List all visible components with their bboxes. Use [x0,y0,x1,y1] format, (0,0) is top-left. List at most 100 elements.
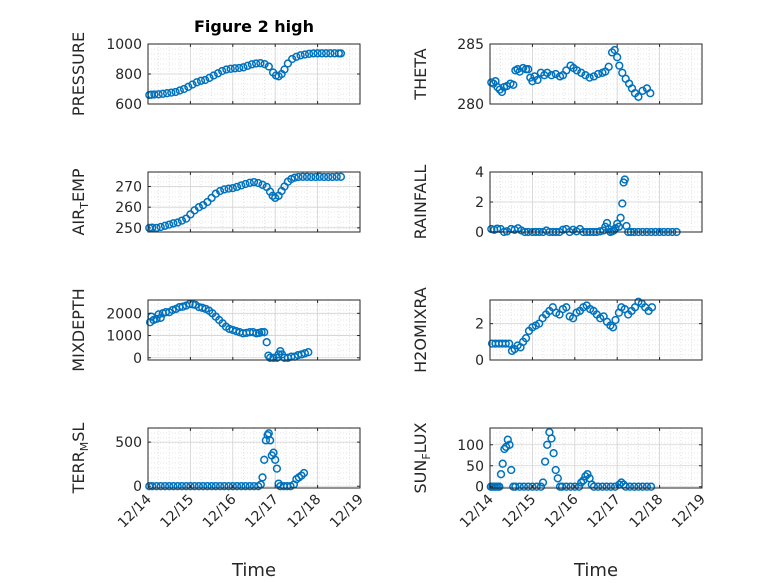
chart-title: Figure 2 high [194,17,314,36]
y-axis-label: RAINFALL [411,165,430,240]
data-point [543,440,552,449]
data-point [177,216,187,225]
data-point [611,315,620,325]
x-tick-label: 12/19 [327,492,367,532]
data-point [553,474,562,483]
data-point [300,50,310,59]
data-point [538,478,548,487]
y-axis-label: MIXDEPTH [69,288,88,371]
y-tick-label: 2000 [106,306,142,322]
data-point [173,218,182,227]
subplot-h2omixra: 0 2 H2OMIXRA [411,287,703,373]
data-point [169,219,178,228]
y-tick-label: 270 [115,179,142,195]
data-point [647,303,657,312]
data-point [562,482,571,491]
data-point [610,482,620,491]
data-point [498,459,507,468]
data-point [596,227,605,236]
data-point [296,51,305,60]
y-tick-label: 600 [115,97,142,113]
subplot-pressure: 600 800 1000 PRESSURE Figure 2 high [69,17,361,116]
x-tick-label: 12/15 [499,492,539,532]
data-point [495,85,504,94]
x-tick-label: 12/15 [157,492,197,532]
data-point [251,59,261,68]
data-point [646,482,656,491]
data-point [283,59,293,68]
data-point [543,68,552,77]
data-point [606,482,615,491]
data-point [173,482,182,491]
data-point [593,69,603,79]
data-point [589,482,599,491]
data-point [642,482,652,491]
x-tick-label: 12/17 [584,492,624,532]
data-point [309,49,318,58]
data-point [194,203,204,212]
y-tick-label: 1000 [106,329,142,345]
data-point [215,186,225,196]
data-point [220,482,229,491]
data-point [501,339,510,348]
data-point [502,227,512,236]
data-point [504,339,514,348]
data-point [617,478,626,487]
y-axis-label: THETA [411,48,430,100]
data-point [160,221,170,230]
data-point [613,53,622,62]
data-point [638,86,647,95]
data-point [265,436,275,445]
data-point [184,82,193,91]
data-point [614,222,624,231]
data-point [540,457,550,466]
x-axis-label: Time [573,560,618,581]
y-tick-label: 1000 [106,37,142,53]
data-point [272,464,282,473]
y-axis-label: PRESSURE [69,32,88,116]
data-point [179,84,189,94]
data-point [162,89,172,98]
data-point [190,482,199,491]
y-tick-label: 0 [133,479,142,495]
axes-box [489,43,703,105]
data-point [207,193,216,203]
y-tick-label: 50 [466,459,484,475]
data-point [615,61,624,70]
data-point [261,436,271,445]
y-tick-label: 4 [475,165,484,181]
data-point [583,470,592,479]
data-point [326,49,335,58]
data-point [304,348,313,357]
data-point [271,455,280,464]
subplot-rainfall: 0 2 4 RAINFALL [411,165,703,241]
data-point [218,66,227,76]
data-point [336,49,346,58]
x-tick-label: 12/14 [457,491,497,531]
data-point [288,54,297,64]
data-point [315,172,324,181]
data-point [505,440,514,449]
data-point [152,223,161,233]
data-point [500,444,509,454]
data-point [235,63,244,73]
data-point [171,87,180,97]
data-point [634,482,643,491]
x-tick-label: 12/16 [200,491,240,531]
data-point [249,177,259,187]
x-tick-label: 12/18 [285,492,325,532]
data-point [245,482,254,491]
data-point [232,182,242,192]
data-point [515,482,524,491]
data-point [524,482,533,491]
data-point [547,71,556,80]
data-point [156,222,165,232]
y-tick-label: 2 [475,317,484,333]
data-point [509,80,518,89]
data-point [186,210,195,219]
x-tick-label: 12/19 [669,492,709,532]
data-point [324,172,333,182]
data-point [570,482,579,491]
data-point [577,478,586,487]
subplot-theta: 280 285 THETA [411,37,703,113]
